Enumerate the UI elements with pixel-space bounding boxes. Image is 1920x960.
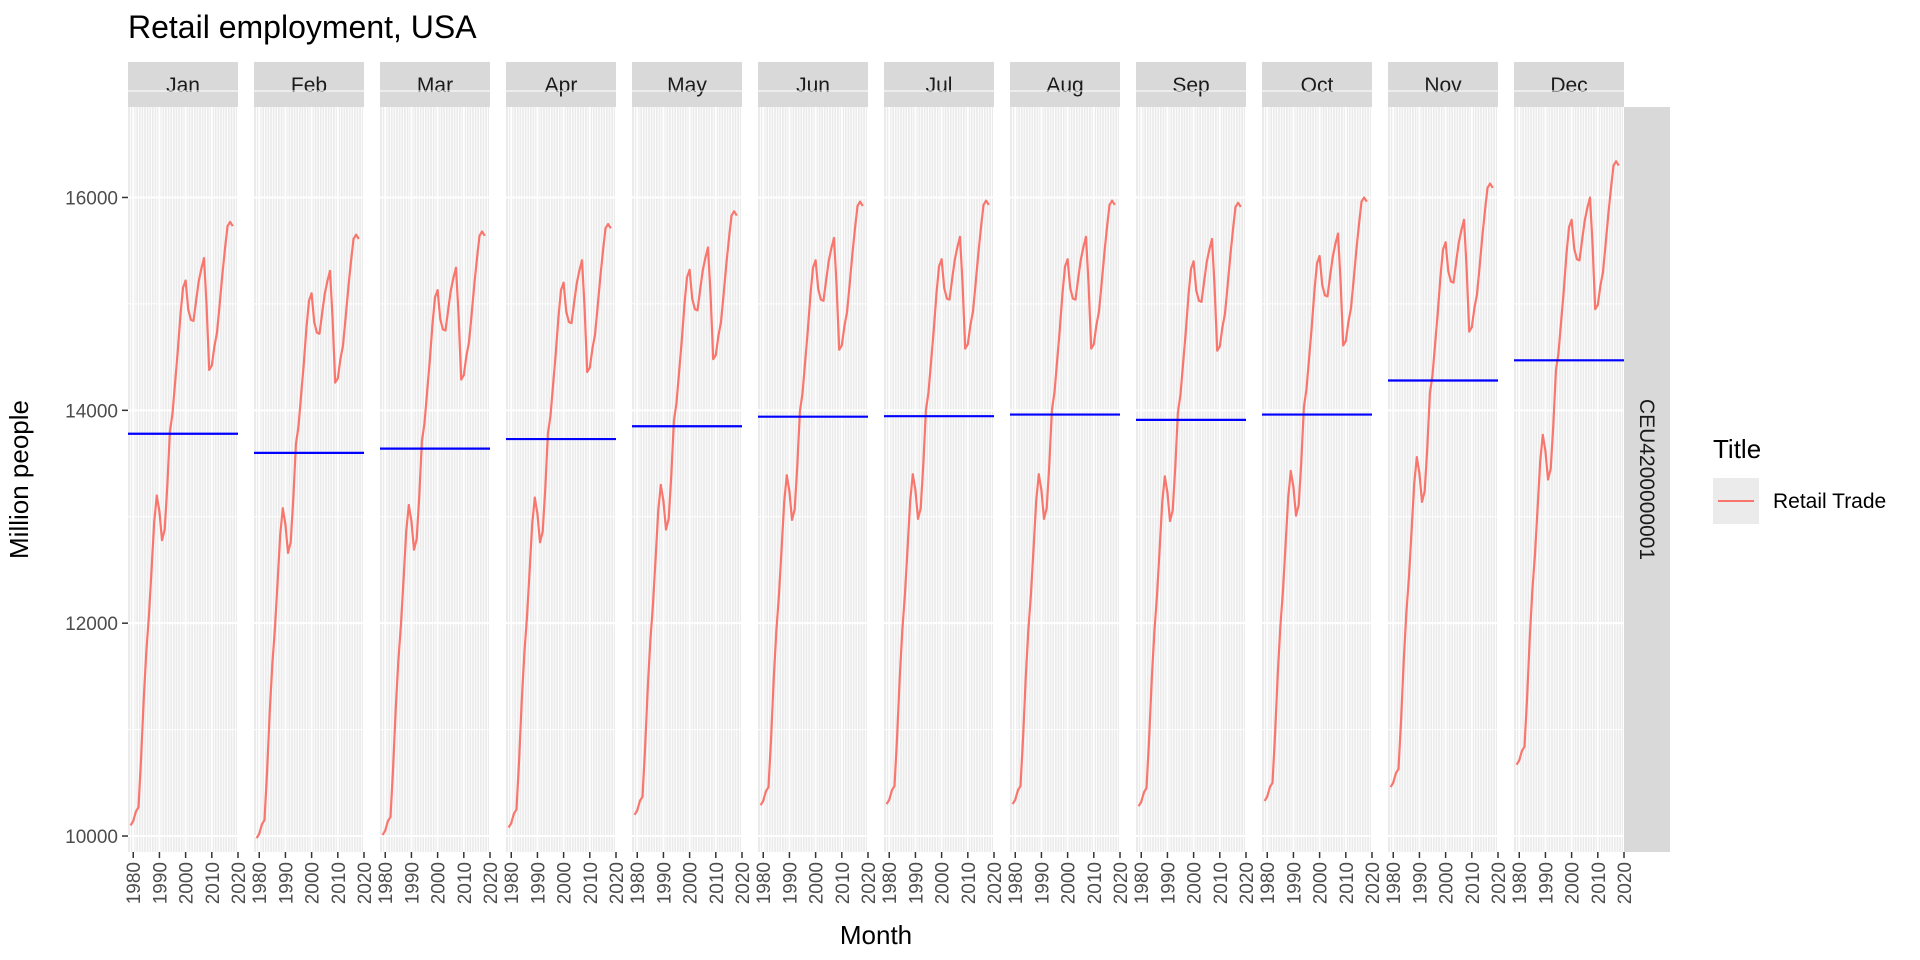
x-tick-label: 1980 bbox=[1510, 862, 1531, 904]
x-tick-label: 1990 bbox=[402, 862, 423, 904]
facet-panel-jan: Jan 19801990 200020102020 bbox=[124, 62, 250, 904]
facet-panel-apr: Apr 19801990 200020102020 bbox=[502, 62, 628, 904]
legend-label-retail-trade: Retail Trade bbox=[1773, 490, 1886, 513]
x-tick-label: 2020 bbox=[1363, 862, 1384, 904]
x-tick-label: 1980 bbox=[628, 862, 649, 904]
x-tick-label: 2010 bbox=[1337, 862, 1358, 904]
facet-panel-dec: Dec 19801990 200020102020 bbox=[1510, 62, 1636, 904]
x-tick-label: 1990 bbox=[780, 862, 801, 904]
facet-panels: Jan19801990200020102020Feb19801990200020… bbox=[124, 62, 1636, 904]
facet-panel-jun: Jun 19801990 200020102020 bbox=[754, 62, 880, 904]
facet-panel-oct: Oct 19801990 200020102020 bbox=[1258, 62, 1384, 904]
x-axis-title: Month bbox=[840, 920, 912, 950]
x-tick-label: 2010 bbox=[833, 862, 854, 904]
facet-strip-label: Jul bbox=[926, 74, 953, 97]
x-tick-label: 2000 bbox=[1059, 862, 1080, 904]
x-tick-label: 1980 bbox=[1132, 862, 1153, 904]
x-tick-label: 2010 bbox=[959, 862, 980, 904]
facet-strip-label: Aug bbox=[1046, 74, 1083, 97]
x-tick-label: 1980 bbox=[250, 862, 271, 904]
x-tick-label: 1980 bbox=[1258, 862, 1279, 904]
x-tick-label: 2020 bbox=[1111, 862, 1132, 904]
x-tick-label: 1990 bbox=[528, 862, 549, 904]
y-tick-label: 16000 bbox=[65, 188, 118, 209]
x-tick-label: 1980 bbox=[376, 862, 397, 904]
x-tick-label: 2020 bbox=[1489, 862, 1510, 904]
facet-panel-jul: Jul 19801990 200020102020 bbox=[880, 62, 1006, 904]
x-tick-label: 2000 bbox=[177, 862, 198, 904]
facet-strip-label: Oct bbox=[1301, 74, 1334, 97]
x-tick-label: 2010 bbox=[581, 862, 602, 904]
x-tick-label: 1990 bbox=[1284, 862, 1305, 904]
y-tick-label: 14000 bbox=[65, 401, 118, 422]
facet-panel-feb: Feb 19801990 200020102020 bbox=[250, 62, 376, 904]
facet-panel-aug: Aug 19801990 200020102020 bbox=[1006, 62, 1132, 904]
x-tick-label: 2000 bbox=[807, 862, 828, 904]
x-tick-label: 1990 bbox=[1032, 862, 1053, 904]
x-tick-label: 2000 bbox=[429, 862, 450, 904]
x-tick-label: 2010 bbox=[1085, 862, 1106, 904]
facet-strip-label: Feb bbox=[291, 74, 327, 97]
x-tick-label: 2020 bbox=[1237, 862, 1258, 904]
x-tick-label: 1980 bbox=[502, 862, 523, 904]
x-tick-label: 2010 bbox=[707, 862, 728, 904]
x-tick-label: 2000 bbox=[1311, 862, 1332, 904]
facet-panel-mar: Mar 19801990 200020102020 bbox=[376, 62, 502, 904]
x-tick-label: 2000 bbox=[1437, 862, 1458, 904]
x-tick-label: 1990 bbox=[654, 862, 675, 904]
x-tick-label: 2000 bbox=[555, 862, 576, 904]
facet-strip-label: Jun bbox=[796, 74, 830, 97]
x-tick-label: 1980 bbox=[124, 862, 145, 904]
x-tick-label: 1980 bbox=[1384, 862, 1405, 904]
x-tick-label: 1980 bbox=[880, 862, 901, 904]
x-tick-label: 2020 bbox=[1615, 862, 1636, 904]
x-tick-label: 2010 bbox=[203, 862, 224, 904]
x-tick-label: 2020 bbox=[229, 862, 250, 904]
chart-title: Retail employment, USA bbox=[128, 9, 477, 45]
x-tick-label: 2000 bbox=[933, 862, 954, 904]
x-tick-label: 2020 bbox=[733, 862, 754, 904]
x-tick-label: 1990 bbox=[1536, 862, 1557, 904]
x-tick-label: 1990 bbox=[906, 862, 927, 904]
x-tick-label: 2020 bbox=[607, 862, 628, 904]
x-tick-label: 2020 bbox=[859, 862, 880, 904]
x-tick-label: 2020 bbox=[481, 862, 502, 904]
x-tick-label: 1990 bbox=[1158, 862, 1179, 904]
x-tick-label: 1980 bbox=[1006, 862, 1027, 904]
facet-panel-nov: Nov 19801990 200020102020 bbox=[1384, 62, 1510, 904]
x-tick-label: 1980 bbox=[754, 862, 775, 904]
x-tick-label: 2010 bbox=[1211, 862, 1232, 904]
x-tick-label: 1990 bbox=[150, 862, 171, 904]
x-tick-label: 1990 bbox=[276, 862, 297, 904]
legend: Title Retail Trade bbox=[1713, 434, 1886, 524]
x-tick-label: 2010 bbox=[1589, 862, 1610, 904]
x-tick-label: 2010 bbox=[1463, 862, 1484, 904]
facet-strip-label: Nov bbox=[1424, 74, 1462, 97]
x-tick-label: 2000 bbox=[681, 862, 702, 904]
facet-strip-label: Dec bbox=[1550, 74, 1587, 97]
legend-title: Title bbox=[1713, 434, 1761, 464]
x-tick-label: 2010 bbox=[329, 862, 350, 904]
facet-strip-label: Mar bbox=[417, 74, 453, 97]
facet-strip-label: Jan bbox=[166, 74, 200, 97]
x-tick-label: 2020 bbox=[355, 862, 376, 904]
facet-row-label: CEU4200000001 bbox=[1635, 399, 1658, 560]
y-tick-label: 12000 bbox=[65, 614, 118, 635]
facet-strip-label: Sep bbox=[1172, 74, 1209, 97]
x-tick-label: 2000 bbox=[303, 862, 324, 904]
x-tick-label: 2000 bbox=[1563, 862, 1584, 904]
facet-strip-label: May bbox=[667, 74, 707, 97]
x-tick-label: 2000 bbox=[1185, 862, 1206, 904]
x-tick-label: 2010 bbox=[455, 862, 476, 904]
x-tick-label: 1990 bbox=[1410, 862, 1431, 904]
facet-panel-sep: Sep 19801990 200020102020 bbox=[1132, 62, 1258, 904]
y-tick-label: 10000 bbox=[65, 827, 118, 848]
y-axis-title: Million people bbox=[4, 400, 34, 559]
x-tick-label: 2020 bbox=[985, 862, 1006, 904]
facet-panel-may: May 19801990 200020102020 bbox=[628, 62, 754, 904]
facet-strip-label: Apr bbox=[545, 74, 578, 97]
